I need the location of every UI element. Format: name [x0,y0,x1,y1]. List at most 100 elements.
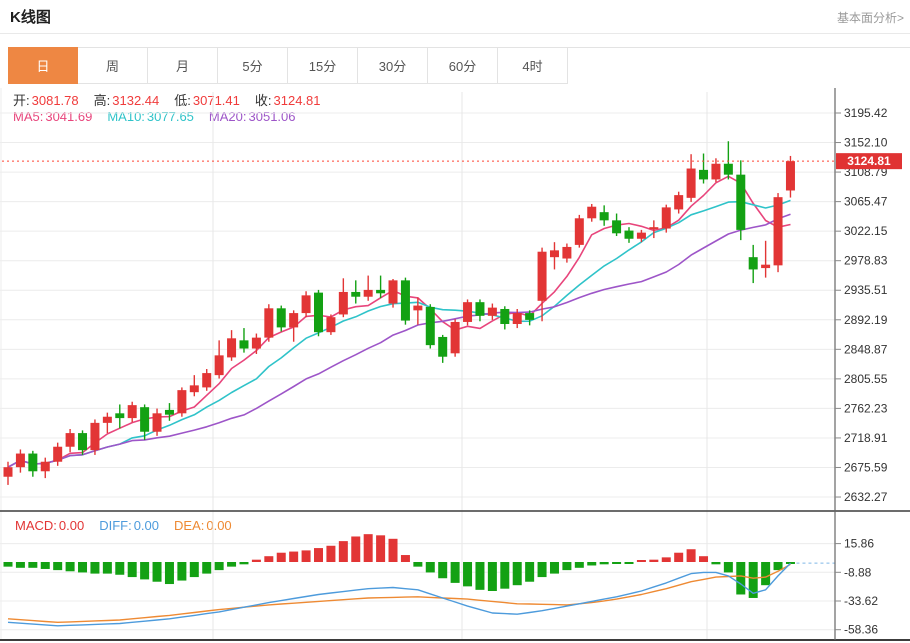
axis-tick-label: 3065.47 [844,195,888,209]
macd-bar [214,562,224,571]
tab-日[interactable]: 日 [8,47,78,84]
kline-chart-canvas[interactable]: 3195.423152.103108.793065.473022.152978.… [0,88,910,643]
diff-line [7,562,791,627]
candle-body [164,409,174,415]
macd-bar [574,562,584,568]
candle-body [227,338,237,358]
candle-body [152,413,162,432]
axis-tick-label: 2632.27 [844,490,888,504]
macd-bar [525,562,535,582]
macd-bar [425,562,435,573]
macd-bar [549,562,559,574]
tab-15分[interactable]: 15分 [288,47,358,84]
candle-body [102,416,112,423]
candle-body [463,302,473,322]
macd-bar [177,562,187,581]
macd-bar [649,559,659,562]
candle-body [301,295,311,314]
macd-bar [599,562,609,565]
macd-bar [537,562,547,578]
tab-周[interactable]: 周 [78,47,148,84]
ohlc-legend: 开: 3081.78 高: 3132.44 低: 3071.41 收: 3124.81 [13,90,321,109]
candle-body [90,422,100,451]
macd-bar [65,562,75,572]
axis-tick-label: 3195.42 [844,106,888,120]
macd-bar [264,556,274,562]
title-separator [0,33,910,34]
candle-body [636,232,646,239]
candle-body [276,308,286,328]
page-title: K线图 [10,9,51,26]
fundamental-analysis-link[interactable]: 基本面分析> [836,11,904,25]
tab-4时[interactable]: 4时 [498,47,568,84]
candle-body [525,313,535,320]
axis-tick-label: 2675.59 [844,460,888,474]
tab-30分[interactable]: 30分 [358,47,428,84]
diff-legend-item: DIFF: 0.00 [99,518,160,533]
candle-body [487,307,497,316]
candle-body [363,289,373,297]
ma5-line [7,175,791,468]
candle-body [574,218,584,245]
candle-body [202,373,212,388]
macd-bar [388,538,398,562]
candle-body [475,302,485,316]
macd-bar [761,562,771,586]
candle-body [413,305,423,311]
period-tabbar: 日周月 5分 15分 30分 60分 4时 [8,47,568,84]
macd-bar [301,550,311,562]
axis-tick-label: 2892.19 [844,313,888,327]
macd-bar [512,562,522,586]
macd-bar [53,562,63,571]
candle-body [500,308,510,324]
macd-bar [587,562,597,566]
candle-body [127,405,137,419]
macd-bar [438,562,448,579]
candle-body [438,336,448,357]
axis-tick-label: 2978.83 [844,254,888,268]
close-legend-item: 收: 3124.81 [254,93,321,108]
macd-bar [723,562,733,573]
macd-bar [363,534,373,562]
axis-tick-label: 3152.10 [844,136,888,150]
candle-body [40,461,50,472]
open-legend-item: 开: 3081.78 [13,93,79,108]
dea-line [7,563,791,623]
candle-body [425,306,435,346]
ma20-line [7,213,791,468]
candle-body [549,250,559,258]
candle-body [289,313,299,328]
macd-bar [127,562,137,578]
candle-body [15,453,25,468]
candle-body [699,169,709,180]
high-legend-item: 高: 3132.44 [93,93,160,108]
macd-bar [463,562,473,587]
tab-60分[interactable]: 60分 [428,47,498,84]
candle-body [78,433,88,451]
tab-月[interactable]: 月 [148,47,218,84]
candle-body [376,289,386,294]
candle-body [450,321,460,354]
tab-5分[interactable]: 5分 [218,47,288,84]
candle-body [624,230,634,239]
low-legend-item: 低: 3071.41 [174,93,240,108]
axis-tick-label: -33.62 [844,594,878,608]
candle-body [326,317,336,333]
macd-bar [15,562,25,568]
macd-bar [289,551,299,562]
macd-bar [500,562,510,589]
candle-body [239,340,249,349]
candle-body [214,355,224,376]
macd-bar [338,541,348,562]
axis-tick-label: 15.86 [844,537,874,551]
macd-bar [612,562,622,564]
candle-body [773,197,783,266]
macd-bar [748,562,758,598]
candle-body [649,227,659,230]
candle-body [612,220,622,234]
candle-body [711,163,721,180]
macd-bar [674,552,684,562]
macd-bar [239,562,249,565]
candle-body [748,257,758,270]
candle-body [314,292,323,333]
